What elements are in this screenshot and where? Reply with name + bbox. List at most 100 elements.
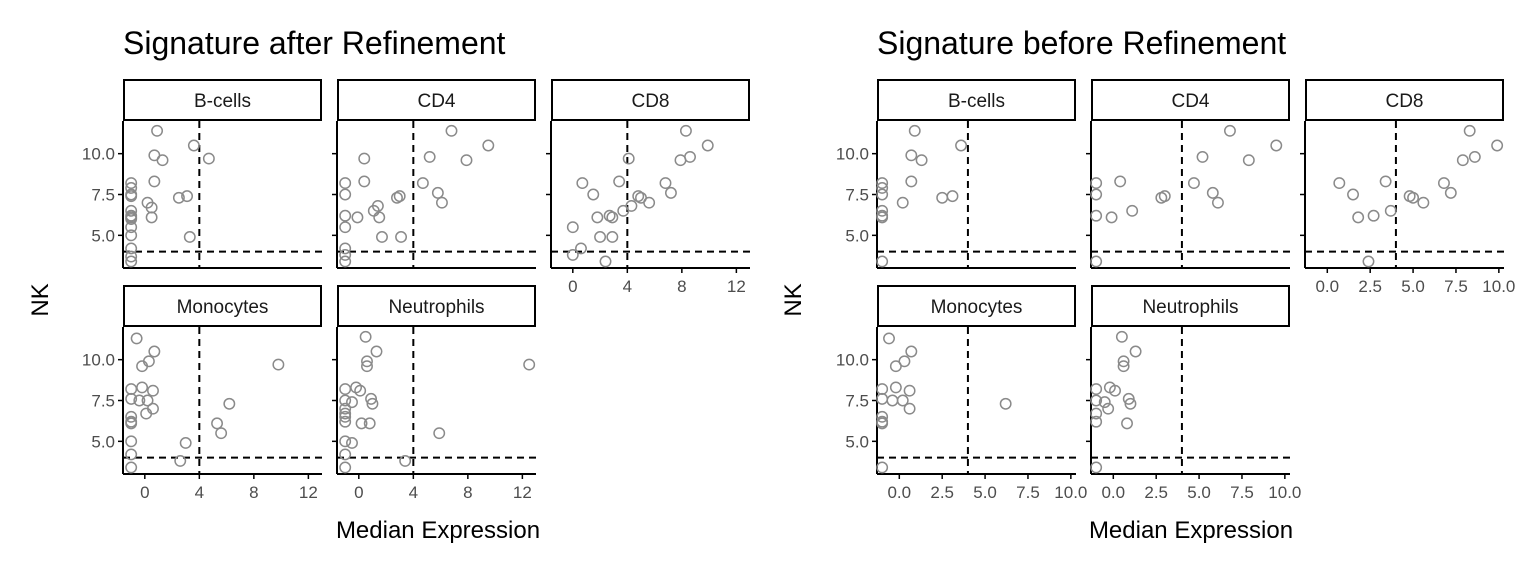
data-point-after-monocytes [174, 454, 187, 467]
x-tick-label-after-cd8: 0 [568, 277, 577, 296]
x-tick-label-before-neutrophils: 10.0 [1268, 483, 1301, 502]
data-point-after-b-cells [148, 175, 161, 188]
data-point-before-cd8 [1456, 154, 1469, 167]
data-point-before-cd8 [1444, 186, 1457, 199]
data-point-before-neutrophils [1098, 396, 1111, 409]
data-point-after-neutrophils [355, 417, 368, 430]
facet-strip-before-cd8 [1305, 79, 1504, 121]
x-tick-label-before-neutrophils: 7.5 [1230, 483, 1254, 502]
data-point-before-b-cells [905, 149, 918, 162]
data-point-before-cd4 [1206, 186, 1219, 199]
data-point-before-neutrophils [1102, 402, 1115, 415]
data-point-before-cd4 [1114, 175, 1127, 188]
data-point-after-neutrophils [339, 461, 352, 474]
data-point-after-cd4 [395, 231, 408, 243]
data-point-before-cd8 [1407, 191, 1420, 204]
x-tick-label-before-monocytes: 5.0 [973, 483, 997, 502]
data-point-after-b-cells [125, 221, 138, 234]
data-point-after-cd8 [566, 248, 579, 261]
chart-title-after: Signature after Refinement [123, 25, 506, 61]
x-tick-label-after-monocytes: 4 [195, 483, 204, 502]
data-point-before-b-cells [908, 124, 921, 137]
x-tick-label-before-neutrophils: 0.0 [1101, 483, 1125, 502]
data-point-after-cd8 [613, 175, 626, 188]
data-point-after-cd4 [339, 188, 352, 201]
data-point-after-neutrophils [339, 410, 352, 423]
data-point-after-monocytes [215, 427, 228, 440]
x-tick-label-after-neutrophils: 0 [354, 483, 363, 502]
data-point-before-b-cells [955, 139, 968, 152]
data-point-after-neutrophils [346, 396, 358, 409]
data-point-before-cd8 [1417, 196, 1430, 209]
facet-strip-before-neutrophils [1091, 285, 1290, 327]
data-point-after-cd8 [622, 152, 635, 165]
data-point-after-b-cells [202, 152, 215, 165]
data-point-after-b-cells [151, 124, 164, 137]
data-point-after-monocytes [125, 448, 138, 461]
data-point-after-b-cells [125, 213, 138, 225]
data-point-before-cd8 [1347, 188, 1359, 201]
data-point-before-cd8 [1333, 177, 1346, 190]
data-point-after-b-cells [181, 190, 194, 203]
data-point-after-b-cells [172, 191, 185, 204]
data-point-after-monocytes [223, 397, 236, 410]
data-point-after-neutrophils [339, 415, 352, 428]
y-tick-label-before-b-cells: 10.0 [836, 145, 869, 164]
data-point-before-b-cells [876, 255, 889, 268]
x-tick-label-before-monocytes: 10.0 [1054, 483, 1087, 502]
data-point-after-cd8 [591, 211, 604, 224]
data-point-after-monocytes [125, 392, 138, 405]
y-tick-label-before-monocytes: 7.5 [845, 392, 869, 411]
data-point-after-cd8 [575, 242, 587, 255]
data-point-after-cd4 [482, 139, 495, 152]
data-point-before-cd4 [1242, 154, 1255, 167]
facet-label-before-b-cells: B-cells [948, 91, 1005, 112]
data-point-after-monocytes [142, 355, 155, 368]
data-point-after-b-cells [125, 204, 138, 217]
data-point-before-neutrophils [1090, 415, 1103, 428]
data-point-after-cd4 [339, 209, 352, 222]
data-point-before-b-cells [946, 190, 959, 203]
data-point-before-cd4 [1105, 211, 1118, 224]
x-tick-label-after-monocytes: 12 [299, 483, 318, 502]
data-point-after-monocytes [125, 417, 138, 430]
data-point-after-cd4 [339, 242, 352, 255]
facet-label-after-monocytes: Monocytes [177, 297, 269, 318]
data-point-before-monocytes [889, 360, 902, 373]
data-point-before-cd8 [1468, 150, 1481, 163]
data-point-before-cd8 [1352, 211, 1365, 224]
data-point-before-neutrophils [1122, 392, 1135, 405]
data-point-before-monocytes [886, 394, 899, 407]
x-tick-label-after-neutrophils: 12 [513, 483, 532, 502]
data-point-after-b-cells [156, 154, 169, 167]
data-point-before-neutrophils [1117, 355, 1130, 368]
data-point-before-cd4 [1090, 209, 1103, 222]
data-point-before-monocytes [903, 402, 916, 415]
data-point-before-cd4 [1211, 196, 1224, 209]
facet-label-before-cd4: CD4 [1171, 91, 1209, 112]
data-point-after-cd8 [659, 177, 672, 190]
x-tick-label-after-neutrophils: 8 [463, 483, 472, 502]
data-point-after-cd8 [606, 231, 619, 243]
data-point-after-monocytes [133, 394, 146, 407]
data-point-before-neutrophils [1090, 394, 1103, 407]
data-point-before-monocytes [876, 392, 889, 405]
data-point-after-neutrophils [366, 397, 379, 410]
data-point-after-cd8 [701, 139, 714, 152]
data-point-after-cd4 [431, 186, 444, 199]
data-point-after-b-cells [125, 255, 138, 268]
x-tick-label-before-monocytes: 0.0 [887, 483, 911, 502]
data-point-after-neutrophils [523, 358, 536, 371]
data-point-after-neutrophils [363, 417, 376, 430]
data-point-before-cd4 [1224, 124, 1236, 137]
facet-strip-before-b-cells [877, 79, 1076, 121]
facet-strip-after-cd4 [337, 79, 536, 121]
facet-strip-after-neutrophils [337, 285, 536, 327]
data-point-after-monocytes [147, 402, 159, 415]
data-point-before-cd8 [1491, 139, 1504, 152]
data-point-before-b-cells [876, 211, 889, 224]
data-point-before-monocytes [898, 355, 911, 368]
facet-strip-before-monocytes [877, 285, 1076, 327]
x-tick-label-before-cd8: 0.0 [1315, 277, 1339, 296]
data-point-after-neutrophils [339, 407, 352, 420]
